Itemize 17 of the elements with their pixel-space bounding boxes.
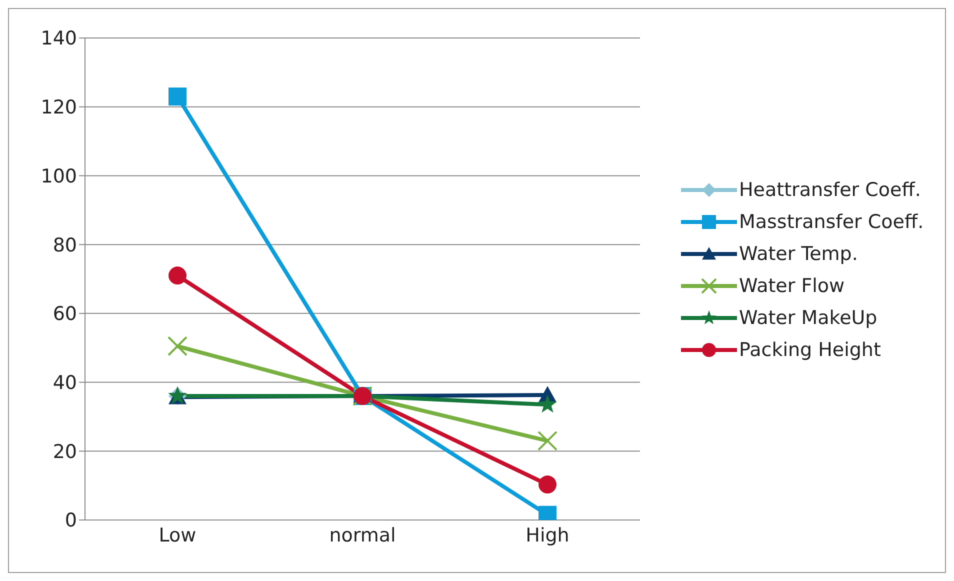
y-tick-label: 140 xyxy=(40,28,77,50)
y-tick-label: 120 xyxy=(40,96,77,119)
y-tick-label: 0 xyxy=(64,510,77,532)
x-tick-label: Low xyxy=(158,524,196,546)
legend-label: Water Flow xyxy=(739,275,845,297)
legend-label: Packing Height xyxy=(739,339,881,361)
legend-label: Water Temp. xyxy=(739,243,858,265)
legend-label: Heattransfer Coeff. xyxy=(739,179,921,201)
y-tick-label: 80 xyxy=(52,234,77,256)
y-tick-label: 20 xyxy=(52,440,77,463)
legend-label: Water MakeUp xyxy=(739,307,878,329)
y-tick-label: 40 xyxy=(52,372,77,394)
x-tick-label: normal xyxy=(329,524,396,546)
x-tick-label: High xyxy=(526,524,570,546)
y-tick-label: 60 xyxy=(52,303,77,326)
y-tick-label: 100 xyxy=(40,165,77,188)
legend-label: Masstransfer Coeff. xyxy=(739,211,924,233)
